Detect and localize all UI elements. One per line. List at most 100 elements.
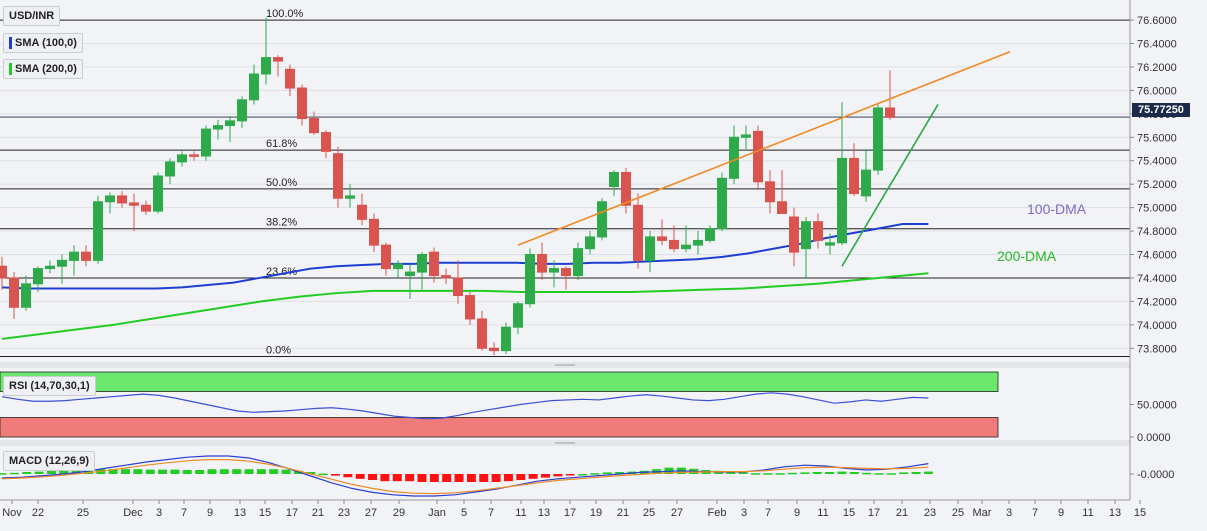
x-tick-label: 13: [234, 507, 246, 519]
macd-tick-label: -0.0000: [1137, 469, 1174, 481]
x-tick-label: 21: [617, 507, 629, 519]
candle-body: [165, 161, 175, 177]
x-tick-label: 9: [207, 507, 213, 519]
candle-body: [297, 87, 307, 120]
dma200-label: 200-DMA: [997, 248, 1057, 264]
candle-body: [501, 326, 511, 352]
macd-legend[interactable]: MACD (12,26,9): [3, 451, 96, 471]
fib-level-label: 61.8%: [266, 138, 297, 150]
candle-body: [441, 275, 451, 279]
macd-histogram-bar: [578, 474, 588, 476]
price-tick-label: 74.2000: [1137, 296, 1177, 308]
candle-body: [225, 120, 235, 127]
candle-body: [321, 132, 331, 152]
x-tick-label: Dec: [123, 507, 143, 519]
symbol-label: USD/INR: [9, 10, 55, 22]
sma100-legend[interactable]: SMA (100,0): [3, 33, 83, 53]
x-tick-label: 11: [1082, 507, 1093, 519]
candle-body: [741, 134, 751, 138]
rsi-tick-label: 0.0000: [1137, 432, 1171, 444]
sma200-swatch: [9, 63, 12, 76]
candle-body: [201, 128, 211, 157]
candle-body: [633, 204, 643, 261]
candle-body: [453, 277, 463, 297]
macd-label: MACD (12,26,9): [9, 455, 90, 467]
macd-histogram-bar: [825, 472, 835, 474]
sma200-label: SMA (200,0): [15, 63, 77, 75]
x-tick-label: 11: [817, 507, 828, 519]
macd-histogram-bar: [145, 469, 155, 474]
x-tick-label: 25: [643, 507, 655, 519]
macd-histogram-bar: [874, 473, 884, 475]
sma200-line: [1, 272, 929, 340]
sma100-line: [1, 223, 929, 290]
macd-histogram-bar: [244, 469, 254, 474]
macd-histogram-bar: [34, 471, 44, 474]
macd-histogram-bar: [417, 474, 427, 482]
rising-channel-line: [517, 50, 1011, 246]
sma200-legend[interactable]: SMA (200,0): [3, 59, 83, 79]
x-tick-label: 13: [538, 507, 550, 519]
macd-histogram-bar: [281, 469, 291, 474]
macd-histogram-bar: [133, 469, 143, 474]
price-tick-label: 74.8000: [1137, 226, 1177, 238]
candle-body: [81, 251, 91, 261]
macd-histogram-bar: [899, 472, 909, 474]
candle-body: [429, 251, 439, 277]
candle-body: [117, 195, 127, 204]
x-tick-label: 7: [765, 507, 771, 519]
rsi-legend[interactable]: RSI (14,70,30,1): [3, 376, 96, 396]
macd-histogram-bar: [923, 471, 933, 474]
macd-histogram-bar: [83, 469, 93, 474]
candle-body: [621, 171, 631, 206]
fib-level-label: 100.0%: [266, 8, 304, 20]
macd-histogram-bar: [429, 474, 439, 482]
x-tick-label: 3: [156, 507, 162, 519]
candle-body: [645, 236, 655, 261]
candle-body: [9, 277, 19, 308]
macd-histogram-bar: [800, 472, 810, 474]
candle-body: [537, 254, 547, 273]
candle-body: [561, 268, 571, 277]
candle-body: [753, 130, 763, 183]
x-tick-label: 17: [286, 507, 298, 519]
grid-layer: [0, 6, 1130, 446]
fib-level-label: 38.2%: [266, 217, 297, 229]
macd-histogram-bar: [553, 474, 563, 477]
fibonacci-layer: 100.0%61.8%50.0%38.2%23.6%0.0%: [0, 8, 1130, 357]
candle-body: [309, 118, 319, 134]
x-tick-label: 11: [515, 507, 526, 519]
candle-body: [729, 136, 739, 179]
candle-body: [21, 283, 31, 308]
price-tick-label: 75.6000: [1137, 132, 1177, 144]
candle-body: [849, 157, 859, 195]
macd-histogram-bar: [503, 474, 513, 482]
dma100-label: 100-DMA: [1027, 201, 1087, 217]
macd-histogram-bar: [442, 474, 452, 482]
axis-layer: 76.600076.400076.200076.000075.800075.60…: [0, 0, 1177, 519]
symbol-legend[interactable]: USD/INR: [3, 6, 61, 26]
sma100-label: SMA (100,0): [15, 37, 77, 49]
candle-body: [153, 175, 163, 212]
macd-histogram-bar: [763, 473, 773, 475]
macd-histogram-bar: [837, 471, 847, 474]
fib-level-label: 50.0%: [266, 177, 297, 189]
candle-body: [873, 107, 883, 171]
price-tick-label: 73.8000: [1137, 343, 1177, 355]
candle-body: [93, 201, 103, 261]
macd-histogram-bar: [392, 474, 402, 482]
macd-signal-line: [1, 459, 929, 495]
macd-histogram-bar: [0, 473, 7, 475]
macd-histogram-bar: [454, 474, 464, 482]
candle-body: [477, 318, 487, 349]
candle-body: [789, 216, 799, 253]
last-price-tag: 75.77250: [1132, 103, 1190, 117]
macd-histogram-bar: [516, 474, 526, 480]
macd-histogram-bar: [788, 472, 798, 475]
macd-histogram-bar: [318, 473, 328, 476]
macd-histogram-bar: [886, 473, 896, 475]
x-tick-label: 7: [181, 507, 187, 519]
macd-histogram-bar: [405, 474, 415, 482]
candle-body: [57, 259, 67, 267]
price-tick-label: 76.6000: [1137, 15, 1177, 27]
